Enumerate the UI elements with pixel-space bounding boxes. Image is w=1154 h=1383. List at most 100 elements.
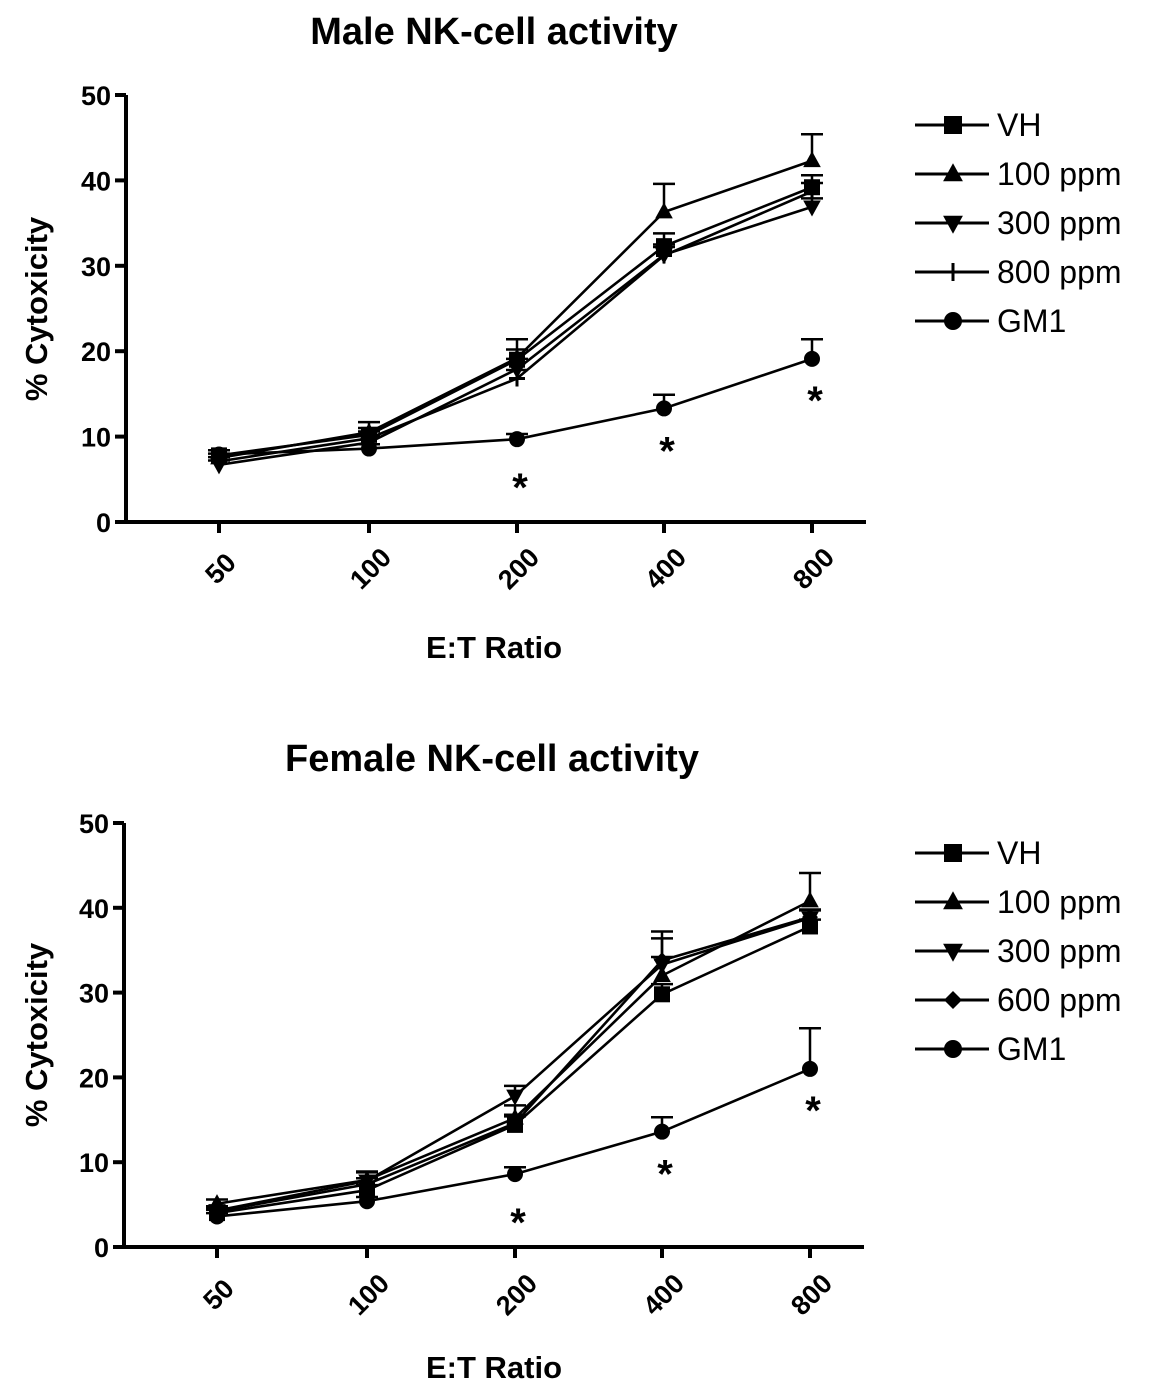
data-point xyxy=(509,431,525,448)
series-line xyxy=(218,190,813,463)
legend-label: GM1 xyxy=(997,303,1066,339)
legend-marker xyxy=(943,163,963,182)
y-tick-label: 50 xyxy=(79,809,109,839)
y-axis-title: % Cytoxicity xyxy=(19,216,54,401)
x-tick-label: 100 xyxy=(342,1268,395,1321)
legend-entry-100-ppm: 100 ppm xyxy=(915,884,1122,920)
legend-marker xyxy=(943,891,963,910)
legend-label: 800 ppm xyxy=(997,254,1122,290)
x-axis-title: E:T Ratio xyxy=(426,1350,562,1383)
male-chart-panel: Male NK-cell activity E:T Ratio % Cytoxi… xyxy=(19,11,1122,665)
y-tick-label: 30 xyxy=(81,252,111,282)
data-point xyxy=(507,1115,523,1132)
legend-marker xyxy=(943,215,963,234)
y-tick-label: 30 xyxy=(79,979,109,1009)
legend-marker xyxy=(943,943,963,962)
series-100-ppm xyxy=(208,133,823,465)
series-100-ppm xyxy=(206,871,821,1211)
x-tick-label: 50 xyxy=(197,1273,239,1315)
series-gm1 xyxy=(206,1026,821,1225)
legend-entry-300-ppm: 300 ppm xyxy=(915,933,1122,969)
data-point xyxy=(654,986,670,1003)
significance-marker: * xyxy=(512,466,528,510)
significance-marker: * xyxy=(805,1089,821,1133)
data-point xyxy=(804,350,820,367)
significance-marker: * xyxy=(510,1201,526,1245)
y-tick-label: 40 xyxy=(81,166,111,196)
legend-entry-gm1: GM1 xyxy=(915,303,1066,339)
data-point xyxy=(508,348,526,365)
data-point xyxy=(656,400,672,417)
data-point xyxy=(803,200,821,217)
chart-title: Female NK-cell activity xyxy=(285,738,699,780)
series-line xyxy=(218,186,813,457)
x-tick-label: 200 xyxy=(492,542,545,595)
data-point xyxy=(803,151,821,168)
significance-marker: * xyxy=(659,429,675,473)
data-point xyxy=(209,1208,225,1225)
significance-marker: * xyxy=(807,379,823,423)
series-line xyxy=(218,205,813,467)
series-line xyxy=(218,159,813,460)
legend-label: VH xyxy=(997,835,1041,871)
legend-entry-600-ppm: 600 ppm xyxy=(915,982,1122,1018)
legend-label: 600 ppm xyxy=(997,982,1122,1018)
legend-label: 300 ppm xyxy=(997,933,1122,969)
x-axis-title: E:T Ratio xyxy=(426,630,562,665)
legend-entry-gm1: GM1 xyxy=(915,1031,1066,1067)
legend-marker xyxy=(944,116,962,134)
x-tick-label: 100 xyxy=(344,542,397,595)
legend-marker xyxy=(944,844,962,862)
legend-entry-300-ppm: 300 ppm xyxy=(915,205,1122,241)
y-tick-label: 50 xyxy=(81,81,111,111)
data-point xyxy=(359,1176,375,1193)
series-600-ppm xyxy=(206,909,821,1220)
x-tick-label: 400 xyxy=(637,1268,690,1321)
data-point xyxy=(804,183,820,200)
legend-entry-100-ppm: 100 ppm xyxy=(915,156,1122,192)
legend-marker xyxy=(944,263,962,281)
female-chart-panel: Female NK-cell activity E:T Ratio % Cyto… xyxy=(19,738,1122,1383)
legend-entry-800-ppm: 800 ppm xyxy=(915,254,1122,290)
data-point xyxy=(361,440,377,457)
y-tick-label: 0 xyxy=(96,508,111,538)
x-tick-label: 800 xyxy=(785,1268,838,1321)
data-point xyxy=(802,1060,818,1077)
legend-label: GM1 xyxy=(997,1031,1066,1067)
legend-marker xyxy=(944,312,962,330)
legend-entry-vh: VH xyxy=(915,835,1041,871)
x-tick-label: 800 xyxy=(787,542,840,595)
legend-marker xyxy=(944,991,962,1009)
data-point xyxy=(506,1089,524,1106)
legend-label: 100 ppm xyxy=(997,884,1122,920)
series-vh xyxy=(208,174,823,464)
data-point xyxy=(801,891,819,908)
data-point xyxy=(802,909,818,926)
significance-marker: * xyxy=(657,1153,673,1197)
series-800-ppm xyxy=(208,181,823,470)
data-point xyxy=(211,446,227,463)
y-tick-label: 10 xyxy=(81,423,111,453)
legend-label: 300 ppm xyxy=(997,205,1122,241)
y-tick-label: 10 xyxy=(79,1148,109,1178)
series-gm1 xyxy=(208,337,823,463)
data-point xyxy=(654,952,670,969)
chart-title: Male NK-cell activity xyxy=(310,11,677,53)
y-axis-title: % Cytoxicity xyxy=(19,942,54,1127)
data-point xyxy=(656,247,672,264)
data-point xyxy=(359,1193,375,1210)
legend-label: VH xyxy=(997,107,1041,143)
x-tick-label: 50 xyxy=(199,547,241,589)
data-point xyxy=(655,202,673,219)
y-tick-label: 0 xyxy=(94,1233,109,1263)
y-tick-label: 20 xyxy=(79,1063,109,1093)
data-point xyxy=(654,1123,670,1140)
legend-label: 100 ppm xyxy=(997,156,1122,192)
x-tick-label: 400 xyxy=(639,542,692,595)
data-point xyxy=(509,370,525,387)
y-tick-label: 20 xyxy=(81,337,111,367)
legend-marker xyxy=(944,1040,962,1058)
data-point xyxy=(507,1166,523,1183)
y-tick-label: 40 xyxy=(79,894,109,924)
